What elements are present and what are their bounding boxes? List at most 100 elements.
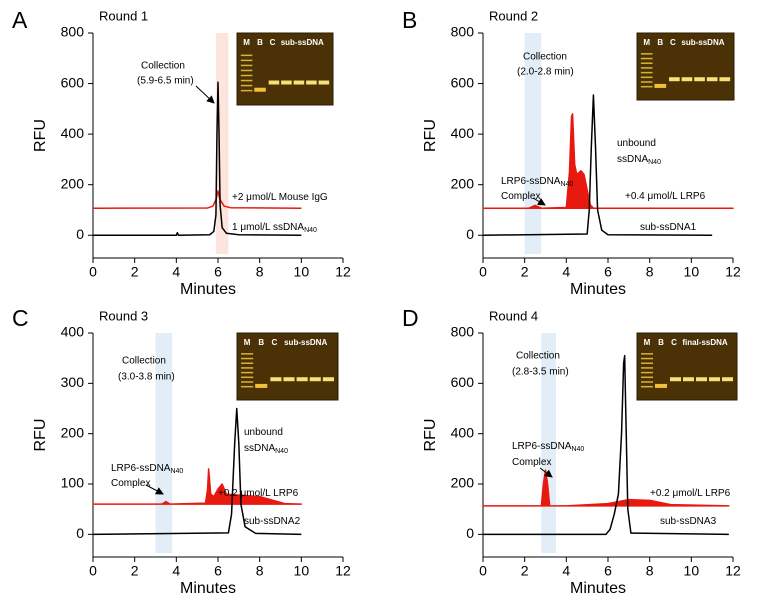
x-tick-label: 2 [521, 563, 529, 579]
gel-ladder-band [240, 69, 253, 72]
annotation-main: ssDNA [617, 154, 648, 165]
gel-label: C [270, 38, 276, 47]
y-tick-label: 600 [451, 74, 475, 90]
annotation: ssDNAN40 [244, 443, 288, 456]
panel-title: Round 3 [99, 308, 148, 323]
gel-ladder-band [641, 371, 653, 374]
gel-band [270, 377, 282, 382]
y-tick-label: 400 [61, 125, 85, 141]
x-tick-label: 12 [335, 264, 351, 280]
collection-label: Collection [122, 356, 166, 367]
y-axis-title: RFU [422, 119, 439, 152]
annotation-main: ssDNA [244, 443, 275, 454]
gel-band [696, 377, 707, 382]
gel-image [636, 332, 738, 401]
gel-ladder-band [640, 57, 653, 60]
x-tick-label: 4 [562, 264, 570, 280]
gel-band [318, 80, 330, 85]
x-tick-label: 10 [294, 264, 310, 280]
panel-title: Round 2 [489, 8, 538, 23]
collection-label: (5.9-6.5 min) [137, 76, 194, 87]
gel-ladder-band [241, 367, 254, 369]
annotation: unbound [617, 138, 656, 149]
gel-band [694, 77, 705, 82]
collection-label: Collection [523, 52, 567, 63]
gel-ladder-band [641, 376, 653, 379]
series-label: +0.2 μmol/L LRP6 [650, 488, 731, 499]
y-tick-label: 200 [451, 175, 475, 191]
gel-ladder-band [241, 381, 254, 383]
x-tick-label: 6 [214, 563, 222, 579]
series-label: +2 μmol/L Mouse IgG [232, 192, 328, 203]
annotation-sub: N40 [571, 446, 584, 453]
x-tick-label: 12 [725, 264, 741, 280]
series-label-main: sub-ssDNA2 [244, 516, 301, 527]
x-tick-label: 0 [479, 264, 487, 280]
gel-label: final-ssDNA [682, 338, 728, 347]
y-tick-label: 800 [451, 324, 475, 340]
x-tick-label: 8 [646, 264, 654, 280]
gel-ladder-band [241, 362, 254, 364]
y-tick-label: 600 [61, 74, 85, 90]
annotation-sub: N40 [275, 448, 288, 455]
gel-band [722, 377, 733, 382]
x-axis-title: Minutes [570, 580, 626, 597]
gel-band [683, 377, 694, 382]
series-label-main: +0.2 μmol/L LRP6 [650, 488, 731, 499]
x-tick-label: 0 [479, 563, 487, 579]
trace [483, 354, 729, 536]
gel-label: B [657, 38, 663, 47]
y-tick-label: 200 [61, 175, 85, 191]
gel-ladder-band [240, 59, 253, 62]
gel-label: B [258, 338, 264, 347]
annotation-main: Complex [501, 191, 540, 202]
annotation: LRP6-ssDNAN40 [111, 463, 183, 476]
collection-label: Collection [516, 351, 560, 362]
gel-image [236, 32, 334, 106]
x-tick-label: 0 [89, 563, 97, 579]
panel-letter: C [12, 305, 29, 331]
gel-band [655, 383, 667, 388]
x-tick-label: 4 [562, 563, 570, 579]
y-tick-label: 0 [76, 226, 84, 242]
series-label-main: +0.2 μmol/L LRP6 [218, 488, 299, 499]
gel-image [636, 32, 735, 101]
gel-ladder-band [641, 381, 653, 383]
gel-ladder-band [240, 79, 253, 82]
annotation: unbound [244, 427, 283, 438]
y-tick-label: 0 [466, 226, 474, 242]
gel-label: sub-ssDNA [284, 338, 327, 347]
x-tick-label: 10 [294, 563, 310, 579]
gel-label: sub-ssDNA [681, 38, 724, 47]
gel-ladder-band [241, 376, 254, 379]
x-tick-label: 4 [172, 563, 180, 579]
gel-band [268, 80, 280, 85]
y-tick-label: 200 [451, 475, 475, 491]
annotation-main: unbound [617, 138, 656, 149]
trace [482, 113, 734, 209]
annotation-main: LRP6-ssDNA [501, 176, 561, 187]
gel-ladder-band [641, 362, 653, 364]
gel-band [681, 77, 693, 82]
panel-title: Round 1 [99, 8, 148, 23]
x-tick-label: 10 [684, 264, 700, 280]
collection-label: (2.8-3.5 min) [512, 367, 569, 378]
gel-ladder-band [640, 85, 653, 88]
panel-letter: B [402, 7, 417, 33]
trace [482, 94, 713, 236]
trace [482, 469, 730, 507]
annotation-main: LRP6-ssDNA [512, 441, 572, 452]
series-label-main: sub-ssDNA3 [660, 516, 717, 527]
x-tick-label: 6 [214, 264, 222, 280]
annotation: Complex [111, 478, 150, 489]
trace [92, 190, 302, 209]
y-tick-label: 300 [61, 374, 85, 390]
gel-ladder-band [640, 76, 653, 79]
panel-title: Round 4 [489, 308, 538, 323]
gel-ladder-band [241, 371, 254, 374]
series-label: sub-ssDNA3 [660, 516, 717, 527]
gel-band [706, 77, 718, 82]
annotation: ssDNAN40 [617, 154, 661, 167]
gel-ladder-band [240, 89, 253, 92]
annotation: LRP6-ssDNAN40 [501, 176, 573, 189]
